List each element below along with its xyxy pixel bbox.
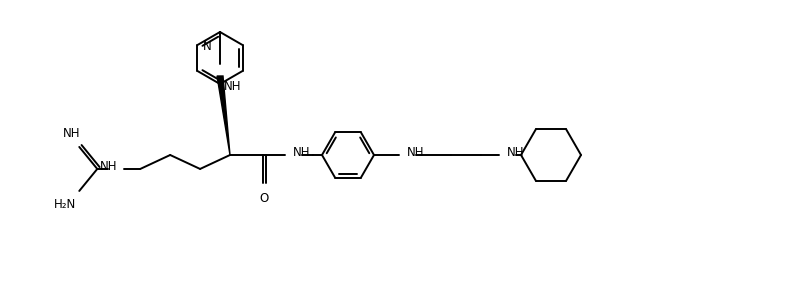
Text: O: O: [259, 192, 269, 205]
Text: N: N: [203, 41, 211, 53]
Text: NH: NH: [407, 146, 425, 158]
Text: NH: NH: [224, 80, 241, 93]
Text: NH: NH: [507, 146, 525, 158]
Text: NH: NH: [293, 146, 310, 158]
Text: NH: NH: [100, 160, 117, 173]
Text: NH: NH: [62, 127, 80, 140]
Polygon shape: [217, 76, 230, 155]
Text: H₂N: H₂N: [54, 198, 76, 211]
